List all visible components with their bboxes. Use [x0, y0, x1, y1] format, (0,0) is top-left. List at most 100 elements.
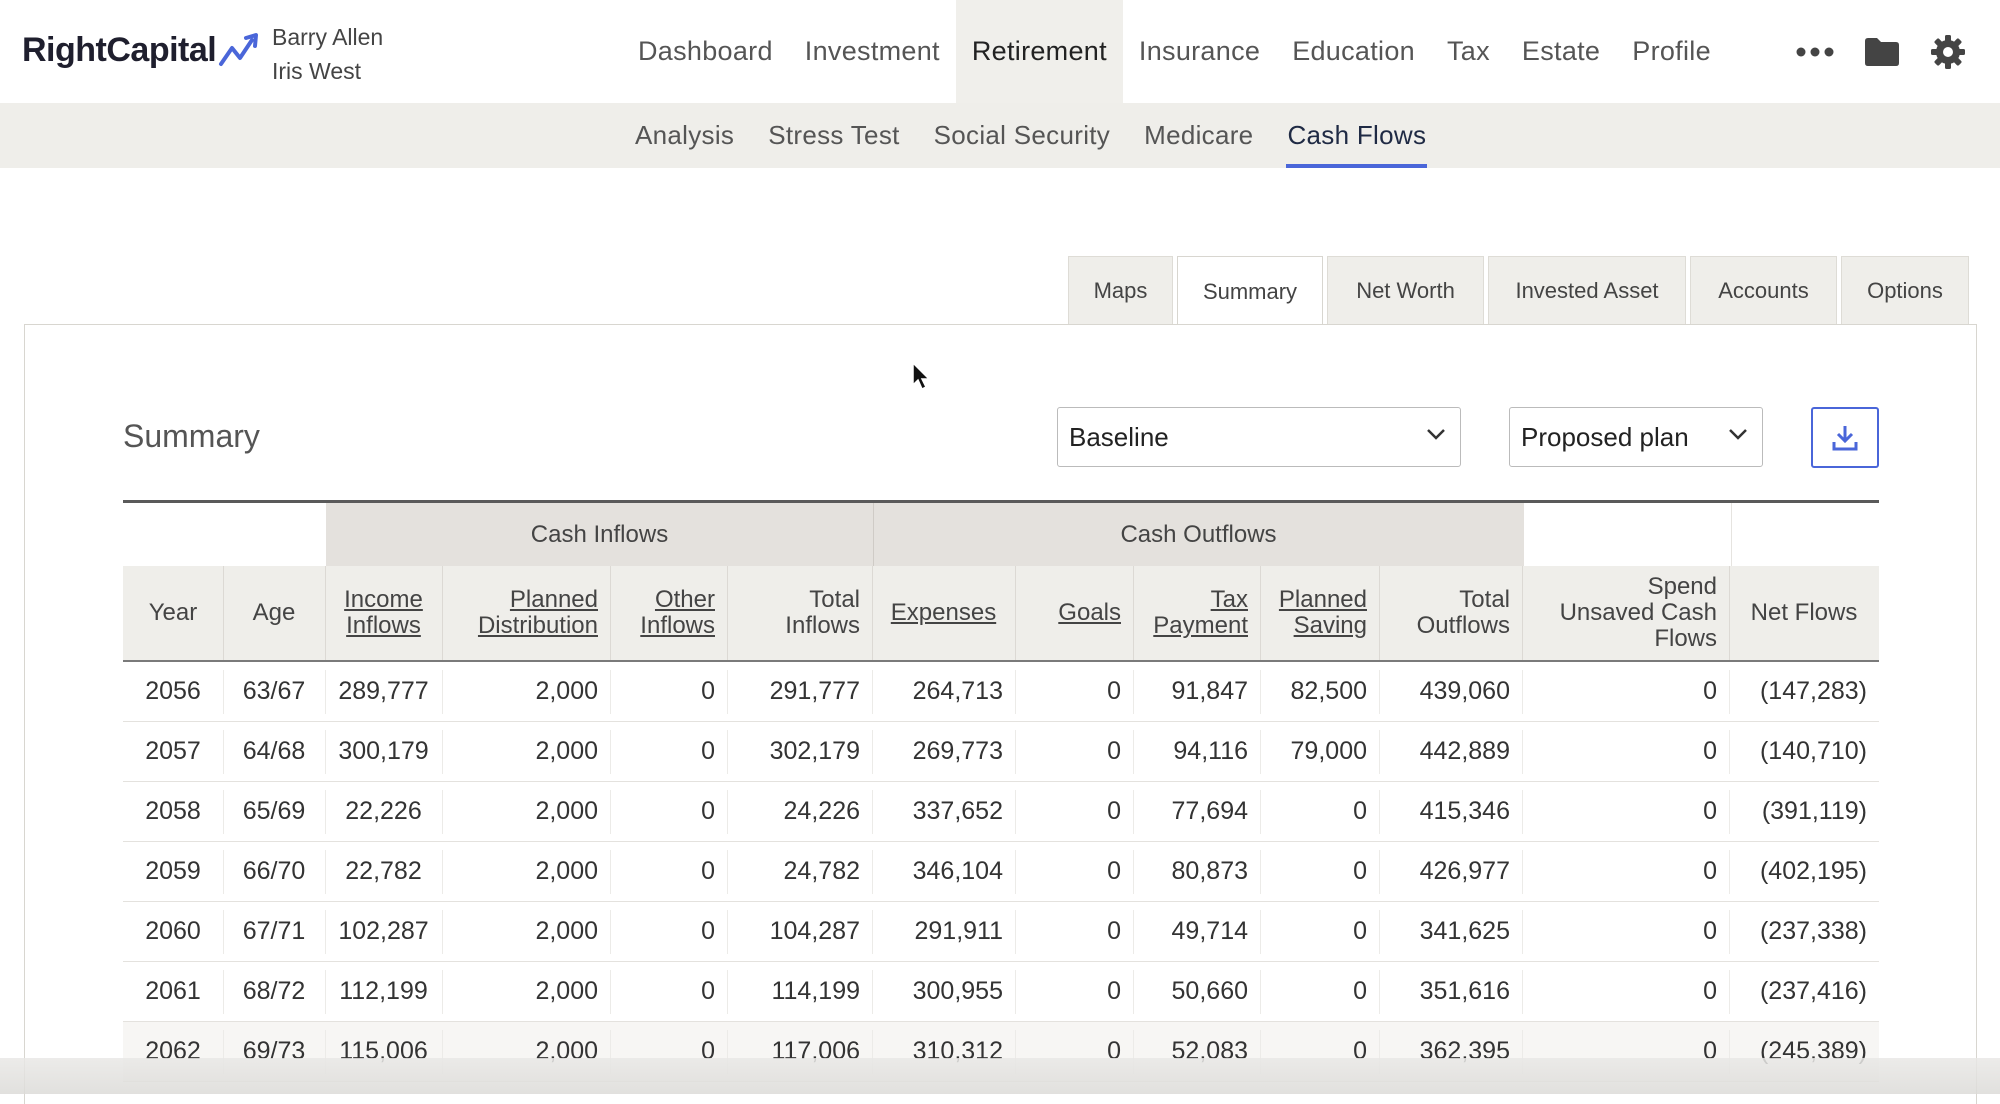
more-button[interactable] — [1796, 0, 1834, 103]
table-cell: 0 — [1703, 1036, 1717, 1065]
table-cell: (391,119) — [1761, 796, 1867, 825]
column-divider — [1260, 970, 1261, 1014]
chevron-down-icon — [1427, 429, 1445, 440]
column-divider — [1729, 1030, 1730, 1074]
tab-summary[interactable]: Summary — [1177, 256, 1323, 326]
download-button[interactable] — [1811, 407, 1879, 468]
column-divider — [1522, 970, 1523, 1014]
sub-nav-stress-test[interactable]: Stress Test — [768, 120, 900, 150]
table-cell: 2,000 — [535, 976, 598, 1005]
table-cell: 442,889 — [1419, 736, 1510, 765]
table-cell: 291,777 — [769, 676, 860, 705]
chevron-down-icon — [1729, 429, 1747, 440]
column-header-text: Income — [344, 586, 423, 613]
column-divider — [1522, 790, 1523, 834]
table-header-row: Year Age Income Inflows Planned Distribution O… — [123, 566, 1879, 662]
column-header[interactable]: Goals — [1015, 566, 1133, 660]
plan-select[interactable]: Proposed plan — [1509, 407, 1763, 467]
column-divider — [1379, 670, 1380, 714]
sub-nav-social-security[interactable]: Social Security — [933, 120, 1111, 150]
column-divider — [1015, 1030, 1016, 1074]
column-divider — [1133, 670, 1134, 714]
column-header-label: Expenses — [891, 600, 996, 626]
column-header[interactable]: Other Inflows — [610, 566, 727, 660]
documents-button[interactable] — [1864, 0, 1900, 103]
tab-invested-asset[interactable]: Invested Asset — [1488, 256, 1686, 324]
column-divider — [442, 566, 443, 660]
column-divider — [727, 566, 728, 660]
column-header-text: Outflows — [1416, 612, 1510, 639]
column-divider — [872, 670, 873, 714]
main-nav-education[interactable]: Education — [1292, 36, 1415, 66]
table-cell: 0 — [1703, 916, 1717, 945]
column-divider — [1133, 730, 1134, 774]
column-header[interactable]: Planned Distribution — [442, 566, 610, 660]
client-names[interactable]: Barry Allen Iris West — [272, 20, 383, 88]
column-divider — [223, 730, 224, 774]
table-cell: 0 — [701, 796, 715, 825]
table-cell: (140,710) — [1759, 736, 1867, 765]
tab-maps[interactable]: Maps — [1068, 256, 1173, 324]
column-header[interactable]: Planned Saving — [1260, 566, 1379, 660]
table-cell: 102,287 — [338, 916, 429, 945]
column-header-text: Inflows — [640, 612, 715, 639]
rightcapital-logo[interactable]: RightCapital — [22, 30, 262, 70]
main-nav-insurance[interactable]: Insurance — [1138, 36, 1261, 66]
sub-nav-cash-flows[interactable]: Cash Flows — [1270, 103, 1443, 168]
main-nav-tax[interactable]: Tax — [1446, 36, 1490, 66]
main-nav-dashboard[interactable]: Dashboard — [638, 36, 773, 66]
main-nav-profile[interactable]: Profile — [1632, 36, 1711, 66]
table-cell: 341,625 — [1419, 916, 1510, 945]
main-nav-investment[interactable]: Investment — [804, 36, 940, 66]
column-divider — [325, 790, 326, 834]
tab-options[interactable]: Options — [1841, 256, 1969, 324]
column-header[interactable]: Tax Payment — [1133, 566, 1260, 660]
table-cell: 439,060 — [1419, 676, 1510, 705]
sub-nav-analysis[interactable]: Analysis — [635, 120, 735, 150]
column-divider — [1522, 850, 1523, 894]
more-icon — [1796, 47, 1834, 56]
main-nav-estate[interactable]: Estate — [1521, 36, 1601, 66]
table-cell: 2057 — [145, 736, 201, 765]
table-cell: 104,287 — [769, 916, 860, 945]
table-cell: 0 — [1353, 1036, 1367, 1065]
column-divider — [1729, 850, 1730, 894]
sub-nav-medicare[interactable]: Medicare — [1144, 120, 1254, 150]
column-divider — [872, 790, 873, 834]
table-cell: 0 — [1107, 676, 1121, 705]
table-cell: 0 — [1353, 916, 1367, 945]
column-divider — [872, 850, 873, 894]
table-cell: 0 — [1353, 796, 1367, 825]
settings-button[interactable] — [1930, 0, 1966, 103]
table-cell: 0 — [1703, 976, 1717, 1005]
table-row: 2058 65/69 22,226 2,000 0 24,226 337,652 0 77,69… — [123, 782, 1879, 842]
table-cell: 50,660 — [1171, 976, 1248, 1005]
column-divider — [223, 790, 224, 834]
table-cell: 2,000 — [535, 916, 598, 945]
column-header-label: Other Inflows — [640, 587, 715, 639]
column-divider — [610, 1030, 611, 1074]
main-nav-retirement[interactable]: Retirement — [955, 0, 1123, 103]
table-cell: 79,000 — [1290, 736, 1367, 765]
column-divider — [610, 970, 611, 1014]
column-divider — [325, 850, 326, 894]
table-cell: 2060 — [145, 916, 201, 945]
tab-accounts[interactable]: Accounts — [1690, 256, 1837, 324]
scenario-select[interactable]: Baseline — [1057, 407, 1461, 467]
column-header[interactable]: Expenses — [872, 566, 1015, 660]
column-divider — [325, 970, 326, 1014]
column-header-text: Unsaved Cash — [1559, 599, 1717, 626]
table-cell: 289,777 — [338, 676, 429, 705]
tab-net-worth[interactable]: Net Worth — [1327, 256, 1484, 324]
column-header-text: Planned — [509, 586, 598, 613]
group-divider — [873, 503, 874, 566]
column-header-label: Goals — [1058, 600, 1121, 626]
group-divider — [1731, 503, 1732, 566]
column-divider — [1522, 566, 1523, 660]
table-cell: 426,977 — [1419, 856, 1510, 885]
column-divider — [1260, 730, 1261, 774]
column-header[interactable]: Income Inflows — [325, 566, 442, 660]
column-divider — [223, 1030, 224, 1074]
column-divider — [442, 970, 443, 1014]
column-divider — [727, 730, 728, 774]
